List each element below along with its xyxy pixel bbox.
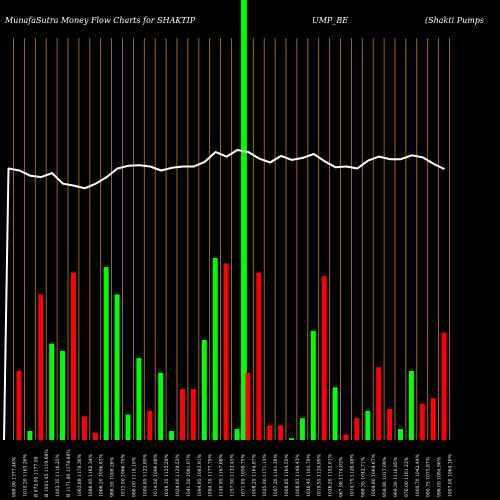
x-tick-label: 1004.85 1122.80%	[142, 453, 148, 497]
down-bar	[419, 403, 425, 440]
up-bar	[125, 414, 131, 440]
down-bar	[38, 294, 44, 440]
up-bar	[158, 372, 164, 440]
up-bar	[201, 339, 207, 440]
x-tick-label: 1007.20 1161.38%	[273, 453, 279, 497]
down-bar	[376, 367, 382, 440]
x-tick-label: 1014.50 1096.08%	[153, 453, 159, 497]
x-tick-label: 1003.35 1116.25%	[55, 453, 61, 497]
x-tick-label: 1004.80 1064.67%	[371, 453, 377, 497]
x-tick-label: 1024.00 1129.53%	[175, 453, 181, 497]
highlight-layer	[240, 0, 247, 440]
up-bar	[212, 258, 218, 440]
x-tick-label: 969.50 1116.85%	[393, 456, 399, 497]
x-tick-label: 996.00 1119.10%	[131, 456, 137, 497]
x-tick-label: 1094.35 1177.79%	[208, 453, 214, 497]
x-tick-label: B 1171.80 1178.98%	[66, 449, 72, 497]
up-bar	[49, 343, 55, 440]
chart-title-part-2: UMP_BE	[312, 16, 348, 25]
x-tick-label: B 972.00 1177.08	[33, 456, 39, 497]
down-bar	[190, 389, 196, 440]
x-tick-label: 1014.75 1126.48%	[349, 453, 355, 497]
x-tick-label: 988.90 1377.46%	[12, 456, 18, 497]
down-bar	[180, 389, 185, 440]
down-bar	[343, 434, 349, 440]
x-tick-label: 1010.20 1163.26%	[22, 453, 28, 497]
down-bar	[147, 410, 153, 440]
down-bar	[92, 432, 98, 440]
x-tick-label: 1007.00 1064.16%	[448, 453, 454, 497]
down-bar	[245, 372, 251, 440]
up-bar	[27, 430, 33, 440]
x-tick-label: 1036.45 1103.78%	[306, 453, 312, 497]
down-bar	[387, 409, 393, 440]
chart-title-part-3: (Shakti Pumps	[425, 16, 484, 25]
x-tick-label: 1094.95 1083.91%	[197, 453, 203, 497]
x-tick-label: 1008.83 1148.43%	[295, 453, 301, 497]
x-tick-label: 1026.20 1102.01%	[328, 453, 334, 497]
down-bar	[223, 263, 229, 440]
up-bar	[398, 429, 403, 440]
up-bar	[310, 330, 316, 440]
up-bar	[60, 350, 66, 440]
down-bar	[430, 398, 436, 440]
x-tick-label: 1029.35 1125.28%	[164, 453, 170, 497]
up-bar	[365, 410, 371, 440]
highlight-column	[240, 0, 247, 440]
up-bar	[299, 418, 305, 440]
up-bar	[169, 430, 175, 440]
x-tick-label: 1000.70 1042.44%	[415, 453, 421, 497]
x-tick-label: 1066.20 1056.83%	[99, 453, 105, 497]
price-line	[3, 149, 445, 441]
x-tick-label: 1157.30 1133.45%	[230, 453, 236, 497]
down-bar	[441, 332, 447, 440]
down-bar	[354, 418, 360, 440]
down-bar	[267, 425, 273, 440]
x-tick-label: 988.35 1042.71%	[360, 456, 366, 497]
x-tick-label: B 1003.45 1119.68%	[44, 449, 50, 497]
up-bar	[103, 267, 109, 440]
x-tick-label: 990.75 1075.87%	[426, 456, 432, 497]
bar-series	[16, 258, 447, 440]
x-tick-label: 996.05 1084.96%	[437, 456, 443, 497]
up-bar	[408, 370, 414, 440]
down-bar	[16, 370, 22, 440]
up-bar	[114, 294, 120, 440]
down-bar	[71, 272, 76, 440]
down-bar	[278, 425, 284, 440]
up-bar	[289, 438, 294, 440]
up-bar	[332, 387, 338, 440]
x-tick-label: 1019.55 1124.99%	[317, 453, 323, 497]
x-tick-label: 976.00 1161.23%	[404, 456, 410, 497]
x-tick-label: 1033.50 1066.70%	[121, 453, 127, 497]
x-tick-label: 1041.50 1081.07%	[186, 453, 192, 497]
grid-lines	[13, 38, 450, 440]
up-bar	[136, 358, 142, 440]
up-bar	[234, 429, 240, 440]
x-tick-label: 1008.25 1164.87%	[251, 453, 257, 497]
x-tick-label: 1140.85 1167.68%	[219, 453, 225, 497]
x-tick-label: 967.98 1174.63%	[339, 456, 345, 497]
x-tick-label: 1025.00 1171.13%	[262, 453, 268, 497]
x-tick-label: 968.55 1008.28%	[110, 456, 116, 497]
x-tick-label: 1071.85 1058.75%	[240, 453, 246, 497]
down-bar	[256, 272, 262, 440]
x-tick-label: 1086.95 1162.34%	[88, 453, 94, 497]
down-bar	[321, 276, 327, 440]
down-bar	[81, 416, 87, 440]
chart-title-part-1: MunafaSutra Money Flow Charts for SHAKTI…	[4, 16, 196, 25]
x-tick-label: 1008.85 1164.55%	[284, 453, 290, 497]
x-tick-label: 958.80 1017.09%	[382, 456, 388, 497]
x-tick-labels: 988.90 1377.46% 1010.20 1163.26% B 972.00 …	[12, 449, 454, 497]
x-tick-label: 1063.88 1178.36%	[77, 453, 83, 497]
